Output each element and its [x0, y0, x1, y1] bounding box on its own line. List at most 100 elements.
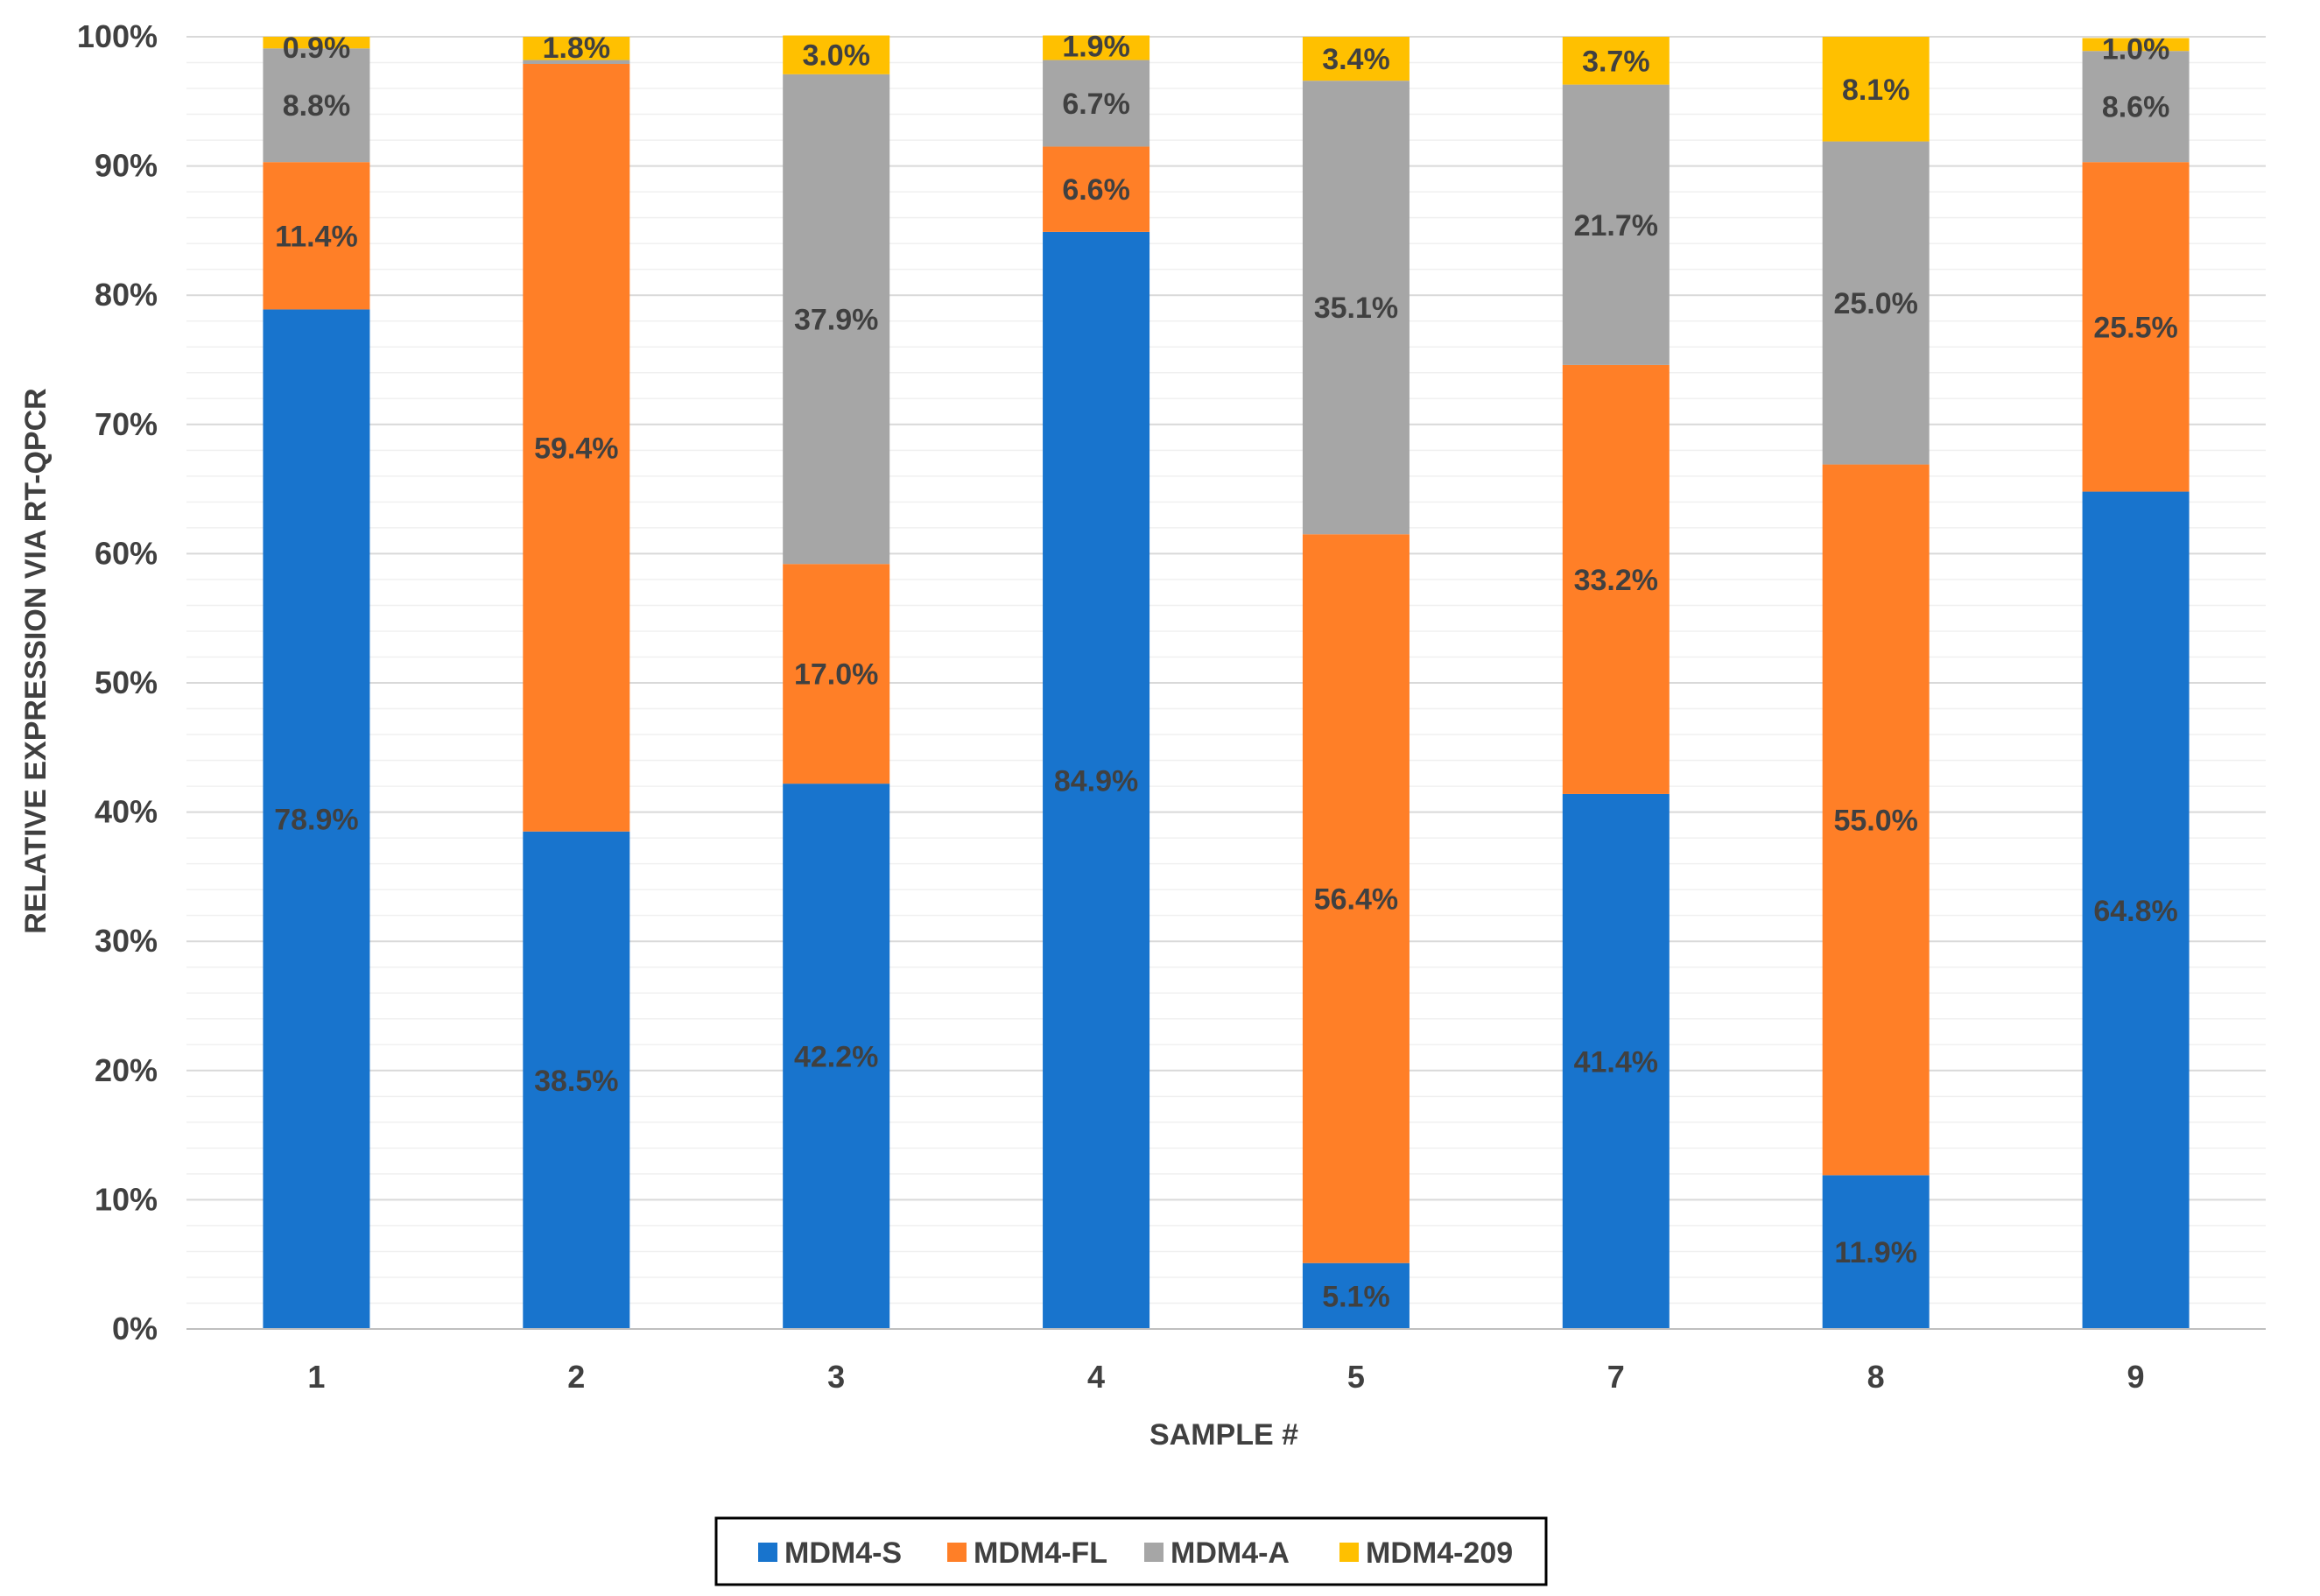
bar-segment-mdm4-209-sample-3 [783, 35, 890, 74]
data-label: 41.4% [1574, 1045, 1658, 1079]
data-label: 25.5% [2093, 311, 2177, 344]
data-label: 1.8% [543, 32, 611, 65]
bar-segment-mdm4-a-sample-5 [1302, 81, 1410, 535]
data-label: 84.9% [1054, 764, 1138, 798]
bar-segment-mdm4-s-sample-1 [263, 309, 370, 1329]
x-tick-label: 4 [1087, 1359, 1105, 1395]
bar-segment-mdm4-209-sample-2 [523, 37, 630, 60]
bar-segment-mdm4-209-sample-7 [1562, 37, 1670, 85]
bars [263, 35, 2190, 1330]
legend-items: MDM4-S MDM4-FL MDM4-A MDM4-209 [758, 1536, 1513, 1570]
x-tick-label: 1 [307, 1359, 325, 1395]
data-label: 33.2% [1574, 564, 1658, 597]
data-label: 3.7% [1582, 45, 1650, 78]
bar-segment-mdm4-fl-sample-9 [2082, 162, 2190, 492]
bar-segment-mdm4-a-sample-2 [523, 60, 630, 64]
legend-label: MDM4-A [1171, 1536, 1290, 1570]
legend-label: MDM4-209 [1366, 1536, 1513, 1570]
x-axis-ticks: 1 2 3 4 5 7 8 9 [307, 1359, 2144, 1395]
data-label: 37.9% [794, 304, 878, 337]
legend-label: MDM4-FL [974, 1536, 1107, 1570]
x-tick-label: 7 [1607, 1359, 1625, 1395]
data-label: 6.6% [1062, 173, 1130, 207]
bar-segment-mdm4-a-sample-1 [263, 48, 370, 163]
bar-segment-mdm4-fl-sample-7 [1562, 364, 1670, 794]
y-tick-label: 90% [95, 148, 158, 184]
y-tick-label: 70% [95, 406, 158, 442]
y-tick-label: 0% [112, 1311, 158, 1346]
legend-swatch [1339, 1543, 1359, 1562]
y-tick-label: 40% [95, 794, 158, 830]
data-label: 78.9% [274, 804, 358, 837]
y-tick-label: 80% [95, 277, 158, 313]
bar-segment-mdm4-fl-sample-4 [1043, 146, 1150, 232]
data-label: 42.2% [794, 1041, 878, 1074]
bar-segment-mdm4-fl-sample-5 [1302, 534, 1410, 1263]
y-tick-label: 100% [77, 18, 158, 54]
gridlines [186, 36, 2266, 1330]
data-label: 3.0% [802, 39, 870, 73]
bar-segment-mdm4-a-sample-8 [1822, 141, 1930, 465]
data-label: 8.8% [283, 89, 351, 123]
bar-segment-mdm4-s-sample-9 [2082, 491, 2190, 1329]
y-tick-label: 30% [95, 923, 158, 959]
bar-segment-mdm4-a-sample-4 [1043, 60, 1150, 147]
x-tick-label: 3 [827, 1359, 845, 1395]
bar-segment-mdm4-s-sample-2 [523, 831, 630, 1329]
bar-segment-mdm4-209-sample-5 [1302, 37, 1410, 81]
data-label: 8.1% [1842, 74, 1910, 107]
legend: MDM4-S MDM4-FL MDM4-A MDM4-209 [714, 1516, 1548, 1586]
data-label: 35.1% [1314, 292, 1398, 325]
bar-segment-mdm4-209-sample-1 [263, 37, 370, 49]
legend-swatch [758, 1543, 777, 1562]
bar-segment-mdm4-209-sample-8 [1822, 37, 1930, 142]
bar-segment-mdm4-fl-sample-1 [263, 162, 370, 310]
y-tick-label: 20% [95, 1052, 158, 1088]
bar-segment-mdm4-fl-sample-8 [1822, 464, 1930, 1176]
data-label: 21.7% [1574, 209, 1658, 243]
x-tick-label: 9 [2127, 1359, 2145, 1395]
legend-swatch [947, 1543, 967, 1562]
data-labels: 78.9% 11.4% 8.8% 0.9% 38.5% 59.4% 1.8% 42.2% 17.… [274, 31, 2178, 1314]
bar-segment-mdm4-s-sample-3 [783, 784, 890, 1329]
legend-swatch [1144, 1543, 1164, 1562]
bar-segment-mdm4-s-sample-4 [1043, 231, 1150, 1330]
data-label: 6.7% [1062, 88, 1130, 121]
data-label: 25.0% [1833, 287, 1917, 320]
data-label: 17.0% [794, 658, 878, 692]
bar-segment-mdm4-209-sample-9 [2082, 38, 2190, 52]
data-label: 64.8% [2093, 895, 2177, 928]
x-tick-label: 2 [567, 1359, 585, 1395]
bar-segment-mdm4-s-sample-7 [1562, 793, 1670, 1329]
data-label: 59.4% [534, 432, 618, 465]
bar-segment-mdm4-s-sample-5 [1302, 1262, 1410, 1329]
data-label: 3.4% [1322, 43, 1390, 76]
data-label: 55.0% [1833, 804, 1917, 837]
bar-segment-mdm4-fl-sample-2 [523, 63, 630, 832]
data-label: 0.9% [283, 32, 351, 65]
bar-segment-mdm4-a-sample-9 [2082, 51, 2190, 163]
data-label: 8.6% [2102, 91, 2170, 124]
x-axis-title: SAMPLE # [1149, 1418, 1298, 1452]
bar-segment-mdm4-209-sample-4 [1043, 35, 1150, 60]
bar-segment-mdm4-a-sample-7 [1562, 84, 1670, 365]
data-label: 1.9% [1062, 31, 1130, 64]
bar-segment-mdm4-s-sample-8 [1822, 1175, 1930, 1329]
bar-segment-mdm4-a-sample-3 [783, 74, 890, 565]
legend-frame [714, 1516, 1548, 1586]
y-tick-label: 10% [95, 1181, 158, 1217]
y-tick-label: 60% [95, 535, 158, 571]
data-label: 1.0% [2102, 32, 2170, 66]
data-label: 5.1% [1322, 1280, 1390, 1313]
data-label: 11.4% [275, 220, 358, 253]
x-tick-label: 5 [1347, 1359, 1365, 1395]
y-axis-ticks: 0% 10% 20% 30% 40% 50% 60% 70% 80% 90% 100% [77, 18, 158, 1346]
legend-label: MDM4-S [784, 1536, 902, 1570]
bar-segment-mdm4-fl-sample-3 [783, 564, 890, 784]
data-label: 38.5% [534, 1065, 618, 1098]
data-label: 11.9% [1834, 1236, 1917, 1269]
data-label: 56.4% [1314, 882, 1398, 916]
y-tick-label: 50% [95, 664, 158, 700]
y-axis-title: RELATIVE EXPRESSION VIA RT-QPCR [19, 388, 53, 933]
